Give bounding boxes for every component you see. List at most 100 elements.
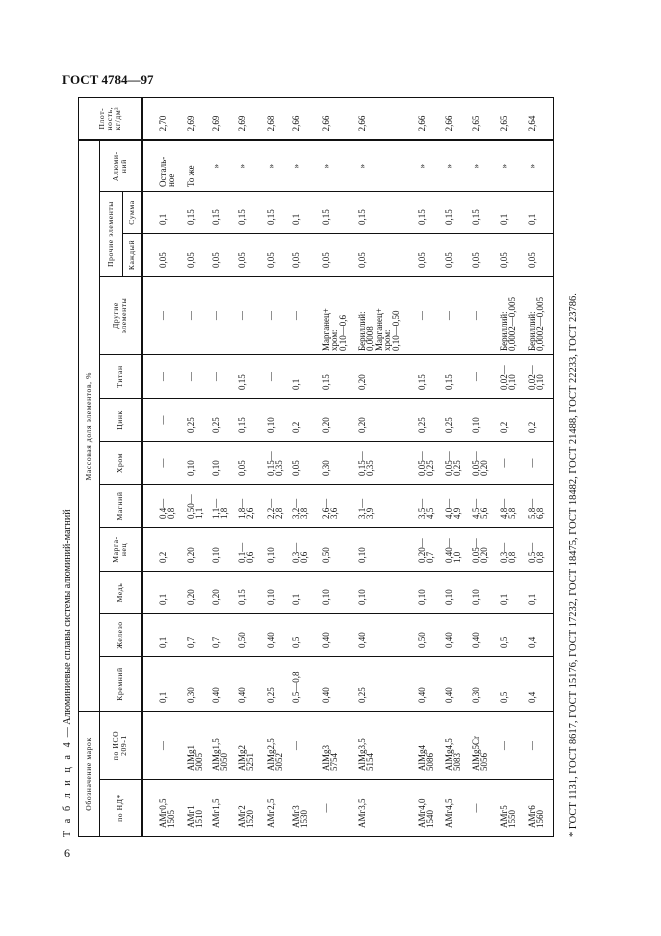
cell-grade-iso: —	[141, 711, 184, 780]
cell-other-elements: Бериллий: 0,0002—0,005	[496, 276, 525, 355]
cell-aluminium: »	[263, 140, 289, 192]
cell-magnesium: 4,0— 4,9	[441, 484, 469, 528]
table-row: АМг1,5 AlMg1,5 5050 0,40 0,7 0,20 0,10 1,1— 1,…	[208, 97, 235, 837]
cell-aluminium: »	[524, 140, 554, 192]
cell-density: 2,68	[263, 97, 289, 141]
cell-silicon: 0,30	[183, 656, 209, 712]
cell-iron: 0,5	[496, 613, 525, 657]
cell-grade-iso: —	[496, 711, 525, 780]
cell-silicon: 0,1	[141, 656, 184, 712]
cell-iron: 0,4	[524, 613, 554, 657]
cell-chromium: 0,05— 0,20	[468, 441, 497, 485]
cell-other-sum: 0,15	[441, 191, 469, 234]
header-nd: по НД*	[99, 779, 142, 837]
cell-grade-nd: АМг2 1520	[234, 779, 264, 837]
cell-iron: 0,40	[318, 613, 355, 657]
cell-copper: 0,20	[183, 571, 209, 614]
table-row: АМг4,0 1540 AlMg4 5086 0,40 0,50 0,10 0,20— 0…	[414, 97, 442, 837]
cell-other-sum: 0,15	[208, 191, 235, 234]
cell-other-elements: Бериллий: 0,0008 Марганец+ хром: 0,10—0,…	[354, 276, 415, 355]
cell-manganese: 0,3— 0,6	[288, 527, 319, 572]
cell-density: 2,66	[288, 97, 319, 141]
header-iron: Железо	[99, 613, 142, 657]
cell-silicon: 0,40	[234, 656, 264, 712]
header-other-group: Прочие элементы	[99, 191, 123, 277]
header-density: Плот- ность, кг/дм³	[78, 97, 142, 141]
cell-iron: 0,7	[208, 613, 235, 657]
cell-grade-iso: AlMg4,5 5083	[441, 711, 469, 780]
cell-iron: 0,50	[234, 613, 264, 657]
cell-other-sum: 0,1	[141, 191, 184, 234]
cell-magnesium: 4,8— 5,8	[496, 484, 525, 528]
cell-titanium: —	[141, 354, 184, 399]
cell-zinc: 0,15	[234, 398, 264, 442]
cell-silicon: 0,25	[354, 656, 415, 712]
table-row: АМг3 1530—0,5—0,8 0,5 0,1 0,3— 0,6 3,2— 3,8 0…	[288, 97, 319, 837]
cell-other-sum: 0,1	[288, 191, 319, 234]
cell-silicon: 0,40	[318, 656, 355, 712]
cell-grade-nd: АМг4,0 1540	[414, 779, 442, 837]
cell-chromium: —	[496, 441, 525, 485]
header-manganese: Марга- нец	[99, 527, 142, 572]
cell-magnesium: 2,2— 2,8	[263, 484, 289, 528]
cell-other-sum: 0,15	[263, 191, 289, 234]
table-row: АМг2,5 AlMg2,5 5052 0,25 0,40 0,10 0,10 2,2— 2…	[263, 97, 289, 837]
table-caption: Т а б л и ц а 4 — Алюминиевые сплавы сис…	[62, 509, 73, 837]
cell-grade-nd: —	[318, 779, 355, 837]
cell-other-elements: —	[183, 276, 209, 355]
cell-zinc: 0,2	[288, 398, 319, 442]
cell-copper: 0,10	[263, 571, 289, 614]
cell-zinc: 0,25	[183, 398, 209, 442]
cell-grade-iso: —	[524, 711, 554, 780]
cell-manganese: 0,3— 0,8	[496, 527, 525, 572]
cell-aluminium: »	[468, 140, 497, 192]
cell-silicon: 0,5	[496, 656, 525, 712]
cell-other-sum: 0,15	[318, 191, 355, 234]
cell-titanium: —	[263, 354, 289, 399]
cell-manganese: 0,20	[183, 527, 209, 572]
rotated-table-block: Т а б л и ц а 4 — Алюминиевые сплавы сис…	[60, 97, 590, 837]
header-copper: Медь	[99, 571, 142, 614]
alloy-composition-table: Обозначение марок Массовая доля элементо…	[78, 97, 554, 837]
page-number: 6	[64, 846, 70, 860]
cell-copper: 0,10	[318, 571, 355, 614]
footnote: * ГОСТ 1131, ГОСТ 8617, ГОСТ 15176, ГОСТ…	[568, 293, 579, 837]
cell-magnesium: 5,8— 6,8	[524, 484, 554, 528]
cell-copper: 0,1	[524, 571, 554, 614]
cell-titanium: 0,1	[288, 354, 319, 399]
cell-manganese: 0,10	[263, 527, 289, 572]
cell-zinc: 0,2	[524, 398, 554, 442]
document-code: ГОСТ 4784—97	[62, 72, 154, 87]
cell-copper: 0,15	[234, 571, 264, 614]
header-each: Каждый	[122, 233, 142, 277]
cell-silicon: 0,4	[524, 656, 554, 712]
cell-other-elements: Бериллий: 0,0002—0,005	[524, 276, 554, 355]
cell-manganese: 0,40— 1,0	[441, 527, 469, 572]
table-body: АМг0,5 1505—0,1 0,1 0,1 0,2 0,4— 0,8— — — —0,05…	[141, 97, 554, 837]
cell-titanium: 0,15	[234, 354, 264, 399]
header-mass-fraction: Массовая доля элементов, %	[78, 140, 100, 712]
cell-other-each: 0,05	[263, 233, 289, 277]
cell-titanium: 0,15	[318, 354, 355, 399]
cell-iron: 0,50	[414, 613, 442, 657]
cell-other-each: 0,05	[318, 233, 355, 277]
cell-copper: 0,10	[468, 571, 497, 614]
cell-other-sum: 0,15	[354, 191, 415, 234]
cell-density: 2,66	[441, 97, 469, 141]
cell-other-elements: —	[414, 276, 442, 355]
cell-copper: 0,20	[208, 571, 235, 614]
table-row: АМг5 1550—0,5 0,5 0,1 0,3— 0,8 4,8— 5,8—0,2 0…	[496, 97, 525, 837]
cell-zinc: 0,10	[468, 398, 497, 442]
cell-silicon: 0,40	[441, 656, 469, 712]
cell-zinc: 0,20	[354, 398, 415, 442]
cell-copper: 0,1	[288, 571, 319, 614]
cell-copper: 0,10	[354, 571, 415, 614]
cell-density: 2,65	[468, 97, 497, 141]
cell-titanium: 0,15	[441, 354, 469, 399]
cell-manganese: 0,50	[318, 527, 355, 572]
cell-aluminium: »	[496, 140, 525, 192]
table-row: АМг0,5 1505—0,1 0,1 0,1 0,2 0,4— 0,8— — — —0,05…	[141, 97, 184, 837]
cell-density: 2,64	[524, 97, 554, 141]
cell-other-sum: 0,1	[496, 191, 525, 234]
cell-other-each: 0,05	[496, 233, 525, 277]
